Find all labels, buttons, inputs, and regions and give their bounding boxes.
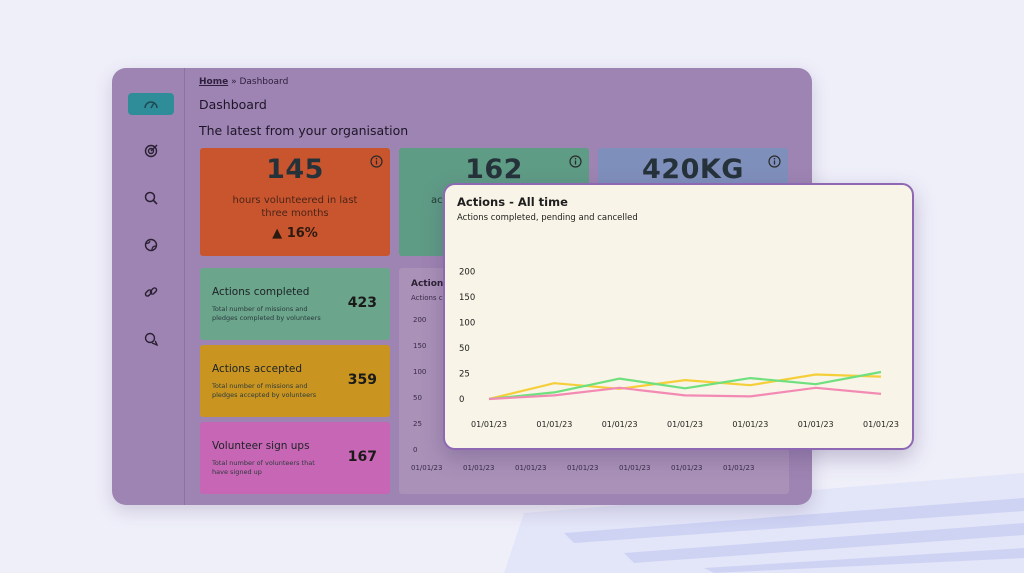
metric-card-accepted: Actions accepted Total number of mission… — [200, 345, 390, 417]
metric-title: Actions completed — [212, 286, 310, 298]
info-icon[interactable] — [370, 155, 383, 168]
info-icon[interactable] — [569, 155, 582, 168]
stat-label: ac — [431, 195, 443, 206]
y-tick-label: 200 — [459, 268, 475, 278]
stat-value: 162 — [465, 154, 523, 185]
background-chart-x-label: 01/01/23 — [619, 464, 651, 472]
y-tick-label: 100 — [459, 319, 475, 329]
metric-description: Total number of missions and pledges acc… — [212, 382, 317, 399]
metric-title: Volunteer sign ups — [212, 440, 310, 452]
metric-value: 423 — [347, 295, 377, 311]
background-chart-y-label: 150 — [413, 342, 427, 350]
background-chart-x-label: 01/01/23 — [671, 464, 703, 472]
y-tick-label: 150 — [459, 293, 475, 303]
stat-label: hours volunteered in last three months — [232, 195, 358, 219]
x-tick-label: 01/01/23 — [798, 420, 834, 429]
metric-description: Total number of volunteers that have sig… — [212, 459, 315, 476]
sidebar-item-dashboard[interactable] — [128, 93, 174, 115]
y-tick-label: 25 — [459, 370, 470, 380]
sidebar-item-globe[interactable] — [128, 234, 174, 256]
background-chart-title: Actions — [411, 279, 449, 289]
decorative-brush-texture — [504, 473, 1024, 573]
background-chart-x-label: 01/01/23 — [515, 464, 547, 472]
background-chart-y-label: 25 — [413, 420, 422, 428]
metric-description: Total number of missions and pledges com… — [212, 305, 321, 322]
background-chart-x-label: 01/01/23 — [567, 464, 599, 472]
background-chart-subtitle: Actions c — [411, 294, 443, 302]
search-icon — [144, 191, 158, 205]
metric-card-signups: Volunteer sign ups Total number of volun… — [200, 422, 390, 494]
info-icon[interactable] — [768, 155, 781, 168]
section-subtitle: The latest from your organisation — [199, 123, 409, 138]
chat-icon — [144, 332, 158, 346]
stat-trend: ▲ 16% — [272, 226, 318, 241]
background-chart-x-label: 01/01/23 — [723, 464, 755, 472]
breadcrumb-home-link[interactable]: Home — [199, 77, 229, 87]
stat-value: 145 — [266, 154, 324, 185]
background-chart-x-label: 01/01/23 — [463, 464, 495, 472]
sidebar-item-target[interactable] — [128, 140, 174, 162]
metric-title: Actions accepted — [212, 363, 303, 375]
breadcrumb: Home » Dashboard — [199, 77, 288, 87]
x-tick-label: 01/01/23 — [732, 420, 768, 429]
target-icon — [144, 144, 158, 158]
globe-icon — [144, 238, 158, 252]
sidebar-item-chat[interactable] — [128, 328, 174, 350]
sidebar — [112, 68, 185, 505]
breadcrumb-separator: » — [231, 77, 237, 87]
chart-title: Actions - All time — [457, 195, 568, 209]
dashboard-icon — [144, 101, 158, 109]
series-line-2 — [488, 370, 882, 401]
stat-value: 420KG — [642, 154, 744, 185]
background-chart-x-label: 01/01/23 — [411, 464, 443, 472]
x-tick-label: 01/01/23 — [471, 420, 507, 429]
link-icon — [144, 287, 158, 297]
y-tick-label: 0 — [459, 395, 464, 405]
background-chart-y-label: 0 — [413, 446, 418, 454]
series-line-1 — [488, 373, 882, 401]
actions-chart-popup: Actions - All time Actions completed, pe… — [443, 183, 914, 450]
page-title: Dashboard — [199, 97, 267, 112]
sidebar-item-search[interactable] — [128, 187, 174, 209]
x-tick-label: 01/01/23 — [863, 420, 899, 429]
x-tick-label: 01/01/23 — [667, 420, 703, 429]
stat-card-hours: 145 hours volunteered in last three mont… — [200, 148, 390, 256]
metric-value: 359 — [347, 372, 377, 388]
background-chart-y-label: 200 — [413, 316, 427, 324]
x-tick-label: 01/01/23 — [536, 420, 572, 429]
breadcrumb-current: Dashboard — [239, 77, 289, 87]
metric-card-completed: Actions completed Total number of missio… — [200, 268, 390, 340]
x-tick-label: 01/01/23 — [602, 420, 638, 429]
background-chart-y-label: 50 — [413, 394, 422, 402]
line-chart: 0 25 50 100 150 200 01/01/23 01/01/23 01/01/23 01… — [459, 268, 899, 430]
y-tick-label: 50 — [459, 344, 470, 354]
chart-subtitle: Actions completed, pending and cancelled — [457, 213, 638, 223]
sidebar-item-link[interactable] — [128, 281, 174, 303]
series-line-3 — [488, 386, 882, 401]
metric-value: 167 — [347, 449, 377, 465]
background-chart-y-label: 100 — [413, 368, 427, 376]
